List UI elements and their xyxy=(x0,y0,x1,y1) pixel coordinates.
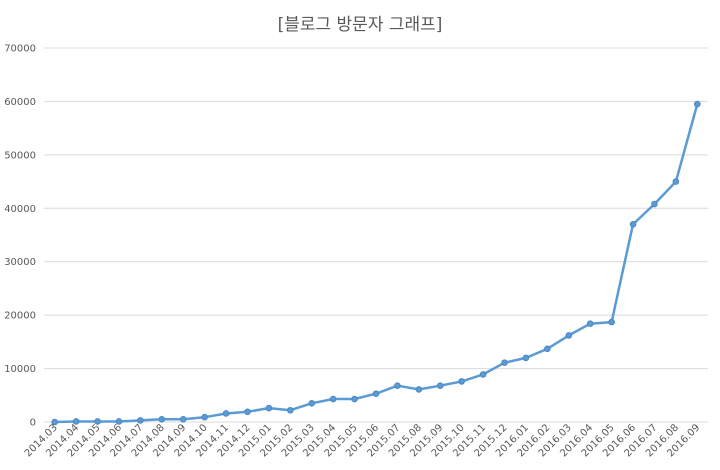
data-point xyxy=(351,395,358,403)
data-point xyxy=(565,332,573,339)
data-point xyxy=(501,359,508,366)
y-tick-label: 20000 xyxy=(4,311,36,322)
y-tick-label: 50000 xyxy=(4,150,36,161)
data-point xyxy=(544,345,551,353)
data-point xyxy=(201,413,208,421)
data-point xyxy=(458,378,465,385)
y-tick-label: 0 xyxy=(30,418,36,429)
data-point xyxy=(51,418,59,426)
data-point xyxy=(651,200,658,208)
data-point xyxy=(287,406,294,414)
data-point xyxy=(115,418,123,425)
data-point xyxy=(394,382,401,389)
y-tick-label: 30000 xyxy=(4,257,36,268)
data-point xyxy=(629,221,637,228)
data-point xyxy=(158,416,166,423)
y-tick-label: 70000 xyxy=(4,44,36,55)
data-point xyxy=(522,354,530,362)
data-point xyxy=(265,404,273,412)
data-point xyxy=(693,100,701,108)
data-point xyxy=(372,390,380,397)
data-point xyxy=(479,371,487,378)
series-line xyxy=(54,103,699,424)
chart-title: [블로그 방문자 그래프] xyxy=(277,15,443,35)
data-point xyxy=(608,318,615,326)
data-point xyxy=(436,382,444,389)
y-tick-label: 60000 xyxy=(4,97,36,108)
data-point xyxy=(586,320,594,327)
data-point xyxy=(222,410,230,417)
data-point xyxy=(672,178,680,185)
y-tick-label: 10000 xyxy=(4,364,36,375)
data-point xyxy=(137,417,144,424)
data-point xyxy=(329,395,337,403)
data-point xyxy=(415,386,423,393)
data-point xyxy=(179,416,187,423)
data-point xyxy=(94,418,101,425)
data-point xyxy=(72,418,80,425)
data-point xyxy=(308,400,316,407)
y-tick-label: 40000 xyxy=(4,204,36,215)
data-point xyxy=(244,408,251,416)
